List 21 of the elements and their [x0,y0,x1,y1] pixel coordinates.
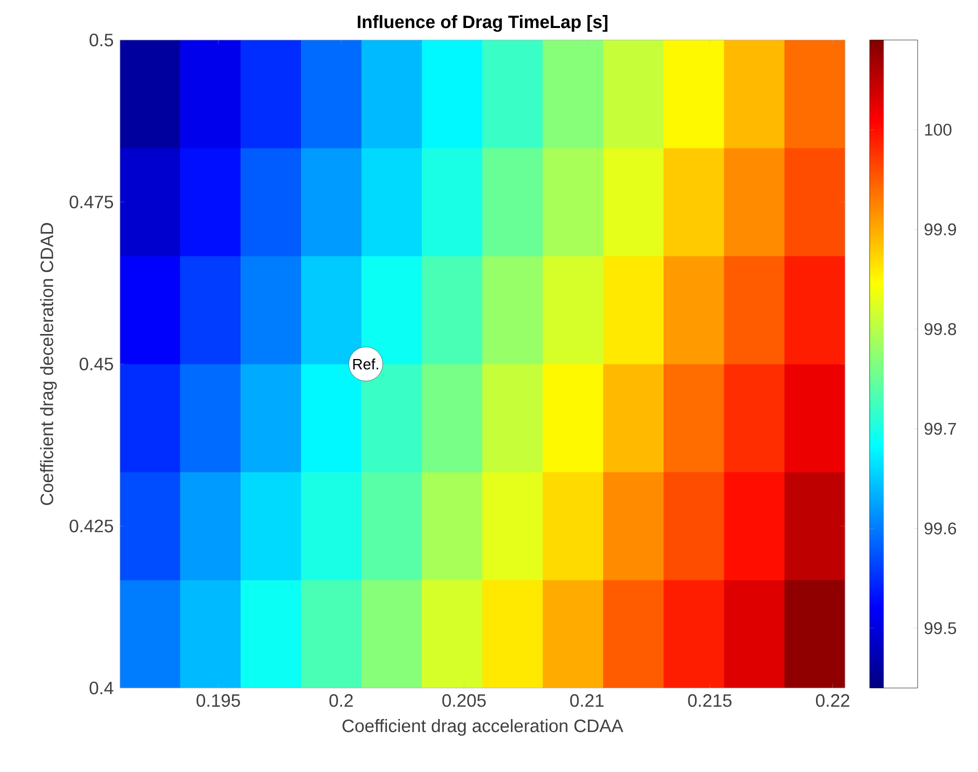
y-tick-label: 0.4 [90,682,114,694]
x-tick-label: 0.195 [196,694,240,707]
x-tick-label: 0.21 [570,694,604,707]
x-axis-title: Coefficient drag acceleration CDAA [342,719,624,736]
color-bar-label: 99.9 [924,223,956,236]
x-tick-label: 0.22 [816,694,850,707]
x-tick-label: 0.2 [329,694,353,707]
color-bar-label: 99.7 [924,422,956,435]
x-tick-label: 0.205 [442,694,486,707]
chart-title: Influence of Drag TimeLap [s] [358,15,608,32]
color-bar-label: 100 [925,124,952,136]
x-tick-label: 0.215 [688,694,732,707]
annotation: Ref. [353,358,378,370]
y-tick-label: 0.5 [90,34,114,46]
y-tick-label: 0.425 [70,520,114,532]
color-bar-label: 99.5 [924,622,956,634]
y-tick-label: 0.475 [70,196,114,208]
color-bar-label: 99.8 [924,323,956,336]
y-axis-title: Coefficient drag deceleration CDAD [40,223,57,505]
y-tick-label: 0.45 [80,358,114,370]
color-bar-label: 99.6 [924,522,956,534]
